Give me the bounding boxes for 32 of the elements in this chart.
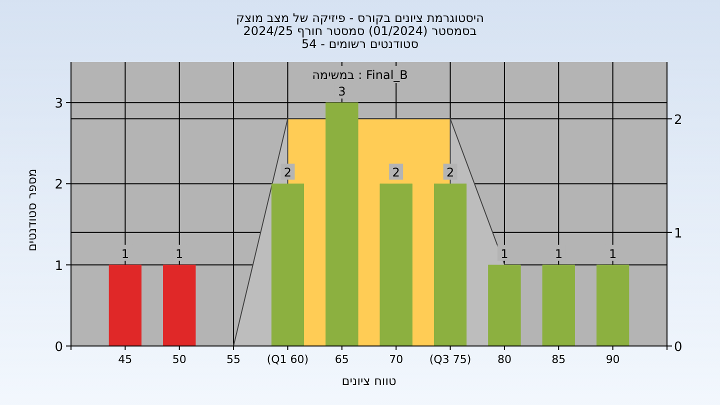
x-tick-label: 50 bbox=[172, 353, 186, 366]
data-label: 2 bbox=[446, 166, 454, 180]
y2-tick-label: 0 bbox=[674, 340, 682, 355]
data-label: 2 bbox=[392, 166, 400, 180]
x-tick-label: 90 bbox=[606, 353, 620, 366]
y-tick-label: 3 bbox=[54, 96, 63, 112]
chart-title: היסטוגרמת ציונים בקורס - פיזיקה של מצב מוצק bbox=[236, 11, 484, 25]
x-tick-label: 45 bbox=[118, 353, 132, 366]
data-label: 1 bbox=[176, 246, 184, 261]
x-tick-label: 85 bbox=[552, 353, 566, 366]
y-axis-title: מספר סטודנטים bbox=[25, 168, 39, 252]
x-tick-label: 55 bbox=[226, 353, 241, 366]
y2-tick-label: 2 bbox=[674, 112, 682, 128]
y-tick-label: 0 bbox=[54, 340, 63, 355]
data-label: 3 bbox=[338, 84, 346, 99]
text: סטודנטים רשומים - 54 bbox=[301, 37, 419, 51]
data-label: 2 bbox=[284, 166, 292, 180]
y-tick-label: 2 bbox=[54, 178, 63, 193]
x-axis-title: טווח ציונים bbox=[342, 374, 396, 388]
data-label: 1 bbox=[500, 246, 508, 261]
x-tick-label: 80 bbox=[497, 353, 512, 366]
x-tick-label: 70 bbox=[389, 353, 404, 366]
data-label: 1 bbox=[609, 246, 617, 261]
chart-subtitle: בסמסטר (01/2024) סמסטר חורף 2024/25 bbox=[243, 24, 477, 38]
x-tick-label: 65 bbox=[334, 353, 349, 366]
x-tick-label: (Q3 75) bbox=[429, 353, 472, 366]
annotation: במשימה : Final_B bbox=[312, 68, 408, 82]
y2-tick-label: 1 bbox=[674, 226, 682, 242]
y-tick-label: 1 bbox=[54, 258, 63, 274]
data-label: 1 bbox=[554, 246, 562, 261]
x-tick-label: (Q1 60) bbox=[266, 353, 309, 366]
data-label: 1 bbox=[121, 246, 129, 261]
